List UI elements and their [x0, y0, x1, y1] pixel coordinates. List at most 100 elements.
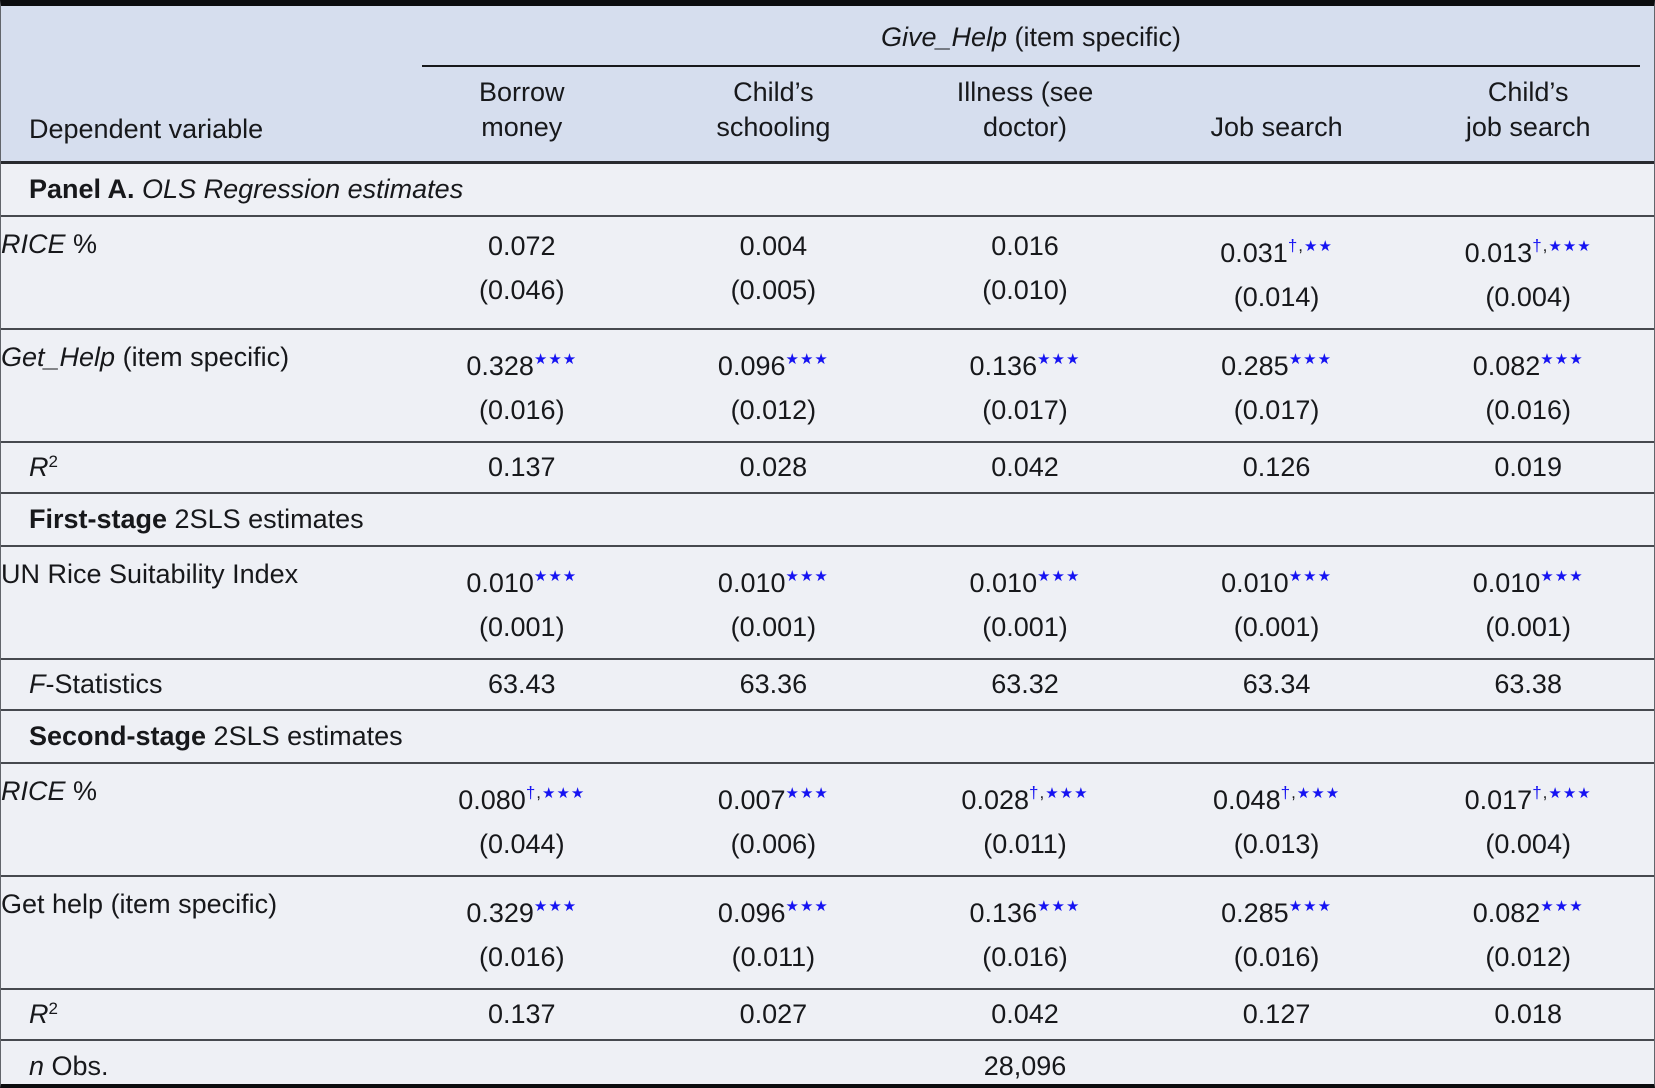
standard-error: (0.006) — [730, 829, 817, 860]
spanning-header-row: Give_Help (item specific) — [1, 6, 1654, 67]
dagger-mark: † — [1532, 783, 1542, 803]
text-part: R — [29, 452, 49, 483]
section-heading: First-stage 2SLS estimates — [1, 493, 1654, 546]
text-part: 2 — [48, 999, 58, 1019]
estimate-value: 0.329★★★ — [466, 896, 578, 929]
statistic-value: 0.126 — [1242, 452, 1311, 483]
table-row: Second-stage 2SLS estimates — [1, 710, 1654, 763]
estimate-cell: 0.010★★★ (0.001) — [1151, 546, 1403, 659]
statistic-value: 63.43 — [488, 669, 556, 700]
star-marks: ★★★ — [1540, 351, 1584, 369]
estimate-value: 0.010★★★ — [969, 566, 1081, 599]
standard-error: (0.012) — [730, 395, 817, 426]
text-part: First-stage — [29, 504, 168, 535]
observations-value: 28,096 — [983, 1051, 1067, 1082]
star-marks: ★★★ — [785, 785, 829, 803]
comma-separator: , — [1291, 783, 1296, 803]
table-header: Give_Help (item specific) Dependent vari… — [1, 6, 1654, 163]
statistic-value: 0.127 — [1242, 999, 1311, 1030]
standard-error: (0.012) — [1485, 942, 1571, 973]
column-header: Child’s job search — [1402, 67, 1654, 163]
star-marks: ★★★ — [533, 568, 578, 586]
standard-error: (0.001) — [1233, 612, 1320, 643]
standard-error: (0.004) — [1485, 282, 1571, 313]
empty-cell — [396, 1040, 648, 1084]
estimate-value: 0.010★★★ — [1472, 566, 1584, 599]
estimate-value: 0.082★★★ — [1472, 349, 1584, 382]
significance-marks: ★★★ — [1540, 349, 1583, 368]
text-part: Panel A. — [29, 174, 135, 205]
table-row: RICE % 0.072 (0.046) 0.004 (0.005) 0.016 (0.01… — [1, 216, 1654, 329]
estimate-value: 0.017†,★★★ — [1464, 783, 1592, 816]
standard-error: (0.017) — [982, 395, 1068, 426]
star-marks: ★★★ — [1037, 568, 1081, 586]
estimate-cell: 0.136★★★ (0.016) — [899, 876, 1151, 989]
row-label: R2 — [1, 989, 396, 1040]
star-marks: ★★ — [1304, 238, 1333, 256]
estimate-cell: 0.004 (0.005) — [648, 216, 900, 329]
text-part: RICE — [1, 229, 66, 260]
significance-marks: ★★★ — [534, 896, 577, 915]
star-marks: ★★★ — [785, 568, 829, 586]
star-marks: ★★★ — [785, 898, 829, 916]
estimate-cell: 0.096★★★ (0.011) — [648, 876, 900, 989]
standard-error: (0.017) — [1233, 395, 1320, 426]
estimate-value: 0.096★★★ — [717, 351, 829, 382]
estimate-cell: 0.013†,★★★ (0.004) — [1402, 216, 1654, 329]
star-marks: ★★★ — [542, 785, 586, 803]
star-marks: ★★★ — [1288, 351, 1333, 369]
standard-error: (0.016) — [982, 942, 1068, 973]
table-row: n Obs. 28,096 — [1, 1040, 1654, 1084]
text-part: 2SLS estimates — [167, 504, 364, 535]
table-row: Get help (item specific) 0.329★★★ (0.016) 0… — [1, 876, 1654, 989]
significance-marks: ★★★ — [1289, 566, 1332, 585]
estimate-value: 0.136★★★ — [969, 351, 1081, 382]
star-marks: ★★★ — [1540, 898, 1584, 916]
table-row: RICE % 0.080†,★★★ (0.044) 0.007★★★ (0.006) 0.… — [1, 763, 1654, 876]
estimate-cell: 0.082★★★ (0.012) — [1402, 876, 1654, 989]
estimate-cell: 0.010★★★ (0.001) — [899, 546, 1151, 659]
standard-error: (0.014) — [1233, 282, 1320, 313]
estimate-value: 0.072 — [488, 231, 556, 262]
standard-error: (0.004) — [1485, 829, 1571, 860]
statistic-value: 63.34 — [1242, 669, 1311, 700]
standard-error: (0.044) — [479, 829, 565, 860]
row-label: R2 — [1, 442, 396, 493]
statistic-value: 0.137 — [488, 452, 556, 483]
table-row: F-Statistics 63.43 63.36 63.32 63.34 63.38 — [1, 659, 1654, 710]
significance-marks: ★★★ — [1540, 566, 1583, 585]
star-marks: ★★★ — [1548, 238, 1592, 256]
estimate-value: 0.010★★★ — [717, 568, 829, 599]
estimate-value: 0.028†,★★★ — [961, 783, 1089, 816]
dependent-variable-header: Dependent variable — [1, 67, 396, 163]
text-part: R — [29, 999, 49, 1030]
text-part: OLS Regression estimates — [134, 174, 464, 205]
column-header: Job search — [1150, 67, 1403, 163]
significance-marks: ★★★ — [1037, 566, 1080, 585]
text-part: UN Rice Suitability Index — [1, 559, 299, 590]
significance-marks: †,★★★ — [1532, 236, 1592, 255]
text-part: 2 — [48, 452, 58, 472]
estimate-value: 0.136★★★ — [969, 896, 1081, 929]
empty-cell — [1402, 1040, 1654, 1084]
standard-error: (0.016) — [1233, 942, 1320, 973]
significance-marks: †,★★★ — [1532, 783, 1592, 802]
standard-error: (0.013) — [1233, 829, 1320, 860]
significance-marks: ★★★ — [786, 896, 829, 915]
estimate-value: 0.010★★★ — [466, 568, 578, 599]
text-part: n — [29, 1051, 45, 1082]
estimate-value: 0.285★★★ — [1221, 351, 1333, 382]
standard-error: (0.001) — [982, 612, 1068, 643]
significance-marks: ★★★ — [1037, 896, 1080, 915]
standard-error: (0.001) — [730, 612, 817, 643]
dagger-mark: † — [1532, 236, 1542, 256]
estimate-cell: 0.031†,★★ (0.014) — [1151, 216, 1403, 329]
table-row: Panel A. OLS Regression estimates — [1, 163, 1654, 217]
star-marks: ★★★ — [1037, 898, 1081, 916]
dagger-mark: † — [1029, 783, 1039, 803]
text-part: % — [65, 776, 98, 807]
row-label: Get_Help (item specific) — [1, 329, 396, 442]
comma-separator: , — [1039, 783, 1045, 803]
estimate-value: 0.328★★★ — [466, 351, 578, 382]
star-marks: ★★★ — [1037, 351, 1081, 369]
